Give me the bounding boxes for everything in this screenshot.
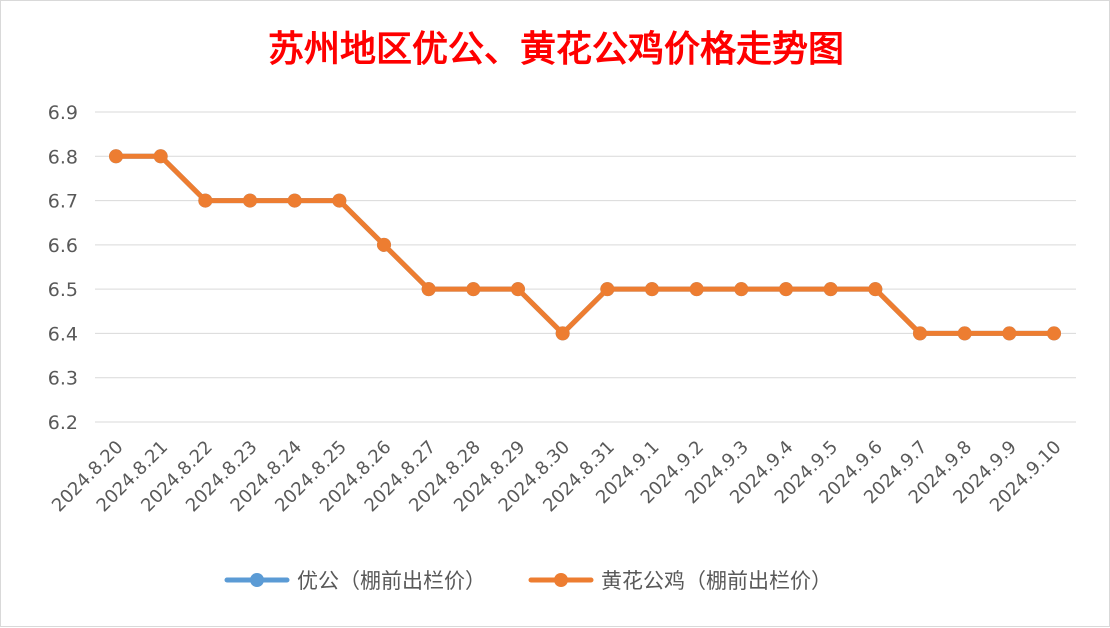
data-point [153,149,168,164]
data-point [1002,326,1017,341]
legend: 优公（棚前出栏价） 黄花公鸡（棚前出栏价） [224,569,832,593]
data-point [332,193,347,208]
data-point [913,326,927,341]
data-point [109,149,123,164]
y-tick-label: 6.4 [48,323,78,345]
y-tick-label: 6.8 [48,146,78,168]
x-axis-tick-labels: 2024.8.202024.8.212024.8.222024.8.232024… [48,437,1066,517]
y-tick-label: 6.7 [48,191,78,213]
series-layer [109,149,1061,341]
data-point [957,326,972,341]
chart-title: 苏州地区优公、黄花公鸡价格走势图 [268,28,844,70]
legend-item: 黄花公鸡（棚前出栏价） [528,569,832,593]
y-tick-label: 6.9 [48,102,78,124]
legend-label: 优公（棚前出栏价） [297,569,486,593]
data-point [377,237,391,252]
y-tick-label: 6.3 [48,368,78,390]
data-point [421,282,436,297]
y-axis-tick-labels: 6.2 6.3 6.4 6.5 6.6 6.7 6.8 6.9 [48,102,78,434]
legend-marker-swatch [250,573,264,587]
data-point [823,282,838,297]
data-point [645,282,659,297]
legend-marker-swatch [554,573,568,587]
data-point [600,282,615,297]
gridlines [95,111,1076,423]
data-point [1047,326,1061,341]
data-point [868,282,883,297]
data-point [779,282,793,297]
series-1 [109,149,1061,341]
data-point [555,326,570,341]
data-point [466,282,481,297]
y-tick-label: 6.6 [48,235,78,257]
y-tick-label: 6.2 [48,412,78,434]
data-point [198,193,213,208]
legend-item: 优公（棚前出栏价） [224,569,486,593]
data-point [689,282,704,297]
data-point [287,193,302,208]
y-tick-label: 6.5 [48,279,78,301]
data-point [243,193,257,208]
legend-label: 黄花公鸡（棚前出栏价） [601,569,832,593]
series-line [113,153,1057,336]
data-point [511,282,525,297]
data-point [734,282,749,297]
